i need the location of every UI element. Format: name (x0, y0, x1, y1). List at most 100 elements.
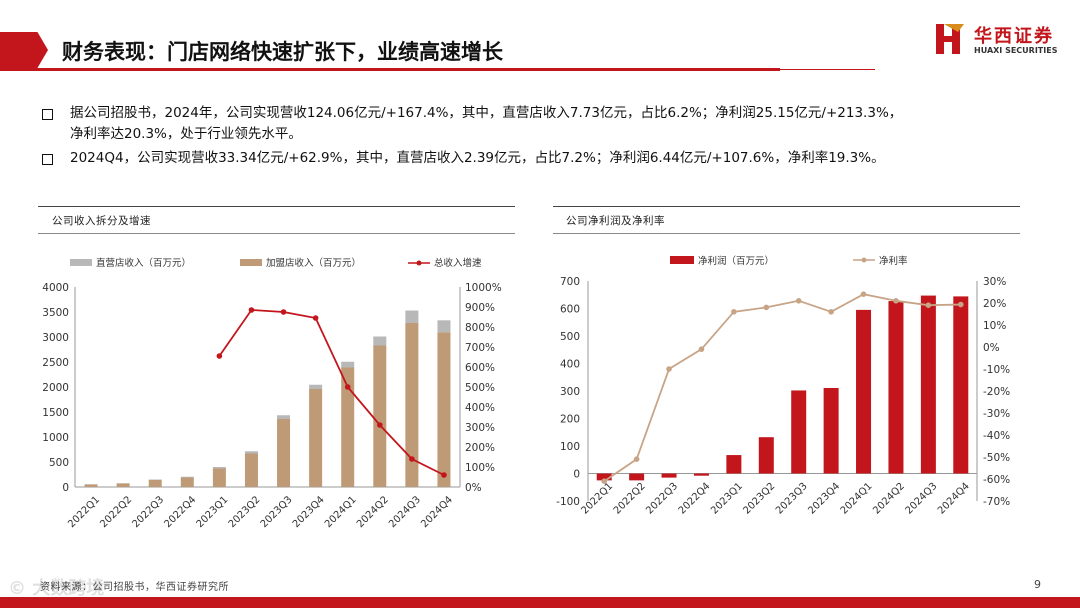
legend-label-margin: 净利率 (879, 255, 908, 267)
x-tick-label: 2023Q4 (806, 481, 842, 517)
y-tick-label: 2000 (42, 382, 69, 394)
bar-franchise-2023Q4 (309, 389, 323, 487)
y-tick-label: 100 (560, 441, 580, 453)
y-tick-label: 500 (560, 331, 580, 343)
x-tick-label: 2022Q4 (163, 494, 199, 530)
x-tick-label: 2023Q1 (709, 481, 745, 517)
margin-point-2022Q2 (633, 456, 640, 462)
bar-franchise-2023Q1 (212, 468, 226, 487)
x-tick-label: 2023Q3 (259, 494, 295, 530)
growth-point-2023Q3 (280, 309, 287, 315)
y2-tick-label: -10% (983, 364, 1010, 376)
bar-direct-2022Q4 (180, 476, 194, 478)
y2-tick-label: 0% (465, 482, 482, 494)
growth-point-2023Q2 (248, 307, 255, 313)
bar-profit-2023Q2 (758, 437, 774, 474)
growth-point-2023Q1 (216, 353, 223, 359)
bullet-square-icon (42, 154, 53, 165)
bar-direct-2024Q2 (373, 336, 387, 346)
left-chart-title: 公司收入拆分及增速 (52, 215, 151, 227)
bar-profit-2022Q3 (661, 473, 677, 478)
bar-direct-2023Q4 (309, 384, 323, 389)
title-accent-bar (0, 32, 48, 68)
bar-franchise-2022Q3 (148, 480, 162, 487)
y2-tick-label: 600% (465, 362, 495, 374)
right-panel-title-rule (553, 233, 1020, 234)
x-tick-label: 2024Q4 (419, 494, 455, 530)
y-tick-label: 500 (49, 457, 69, 469)
x-tick-label: 2022Q3 (130, 494, 166, 530)
y2-tick-label: -40% (983, 430, 1010, 442)
bullet-text-1a: 据公司招股书，2024年，公司实现营收124.06亿元/+167.4%，其中，直… (70, 105, 903, 121)
bar-direct-2024Q4 (437, 320, 451, 333)
x-tick-label: 2023Q2 (227, 494, 263, 530)
bar-profit-2023Q4 (823, 387, 839, 474)
y2-tick-label: 500% (465, 382, 495, 394)
legend-label-0: 直营店收入（百万元） (96, 257, 191, 269)
y2-tick-label: 100% (465, 462, 495, 474)
bar-franchise-2024Q3 (405, 323, 419, 487)
bar-direct-2024Q1 (341, 361, 355, 368)
margin-point-2024Q4 (957, 301, 964, 308)
y2-tick-label: -20% (983, 386, 1010, 398)
bar-direct-2022Q3 (148, 479, 162, 480)
margin-point-2024Q3 (925, 302, 932, 308)
y2-tick-label: -30% (983, 408, 1010, 420)
legend-marker-margin (861, 257, 867, 263)
watermark: © 大数跨境 (8, 578, 105, 599)
left-panel-top-rule (38, 206, 515, 207)
y-tick-label: 3500 (42, 307, 69, 319)
bar-franchise-2023Q3 (277, 419, 291, 487)
bar-direct-2023Q1 (212, 467, 226, 469)
right-chart-title: 公司净利润及净利率 (566, 215, 665, 227)
margin-point-2022Q3 (666, 366, 672, 372)
bottom-red-bar (0, 597, 1080, 608)
y-tick-label: 700 (560, 276, 580, 288)
y2-tick-label: 400% (465, 402, 495, 414)
y2-tick-label: 30% (983, 276, 1006, 288)
y2-tick-label: 0% (983, 342, 1000, 354)
x-tick-label: 2024Q1 (839, 481, 875, 517)
bar-profit-2024Q2 (888, 301, 904, 474)
y-tick-label: 0 (573, 469, 580, 481)
bar-franchise-2024Q2 (373, 345, 387, 487)
y-tick-label: 300 (560, 386, 580, 398)
bar-direct-2023Q3 (277, 415, 291, 419)
bar-franchise-2024Q1 (341, 367, 355, 487)
bar-profit-2022Q2 (629, 473, 645, 481)
y-tick-label: 1000 (42, 432, 69, 444)
page-title: 财务表现：门店网络快速扩张下，业绩高速增长 (62, 40, 503, 64)
bar-profit-2023Q3 (791, 390, 807, 474)
y-tick-label: -100 (556, 496, 580, 508)
margin-point-2023Q1 (731, 309, 737, 315)
bullet-square-icon (42, 109, 53, 120)
y-tick-label: 4000 (42, 282, 69, 294)
growth-point-2024Q3 (409, 456, 415, 462)
margin-point-2022Q4 (698, 346, 705, 352)
legend-swatch-profit (670, 256, 694, 264)
logo-text-en: HUAXI SECURITIES (974, 46, 1058, 55)
legend-label-1: 加盟店收入（百万元） (266, 257, 361, 269)
profit-chart: 净利润（百万元） 净利率 -100 0 100 200 300 400 500 600 700 -70… (556, 255, 1010, 517)
bar-profit-2022Q4 (693, 473, 709, 476)
legend-label-2: 总收入增速 (434, 257, 482, 269)
x-tick-label: 2024Q4 (936, 481, 972, 517)
growth-point-2024Q2 (376, 422, 383, 428)
bar-franchise-2024Q4 (437, 332, 451, 487)
margin-point-2023Q3 (795, 298, 802, 304)
y2-tick-label: 700% (465, 342, 495, 354)
y2-tick-label: -70% (983, 496, 1010, 508)
x-tick-label: 2024Q3 (387, 494, 423, 530)
y2-tick-label: 300% (465, 422, 495, 434)
revenue-chart: 直营店收入（百万元） 加盟店收入（百万元） 总收入增速 0 500 1000 1500 200… (42, 257, 501, 530)
x-tick-label: 2024Q1 (323, 494, 359, 530)
source-note: 资料来源：公司招股书，华西证券研究所 (40, 582, 229, 593)
margin-point-2022Q1 (601, 478, 608, 484)
margin-point-2024Q1 (860, 291, 867, 297)
x-tick-label: 2022Q2 (98, 494, 134, 530)
margin-point-2023Q2 (763, 304, 770, 311)
bar-profit-2024Q4 (953, 296, 969, 474)
y2-tick-label: 20% (983, 298, 1006, 310)
y2-tick-label: -50% (983, 452, 1010, 464)
legend-marker-2 (416, 260, 422, 266)
